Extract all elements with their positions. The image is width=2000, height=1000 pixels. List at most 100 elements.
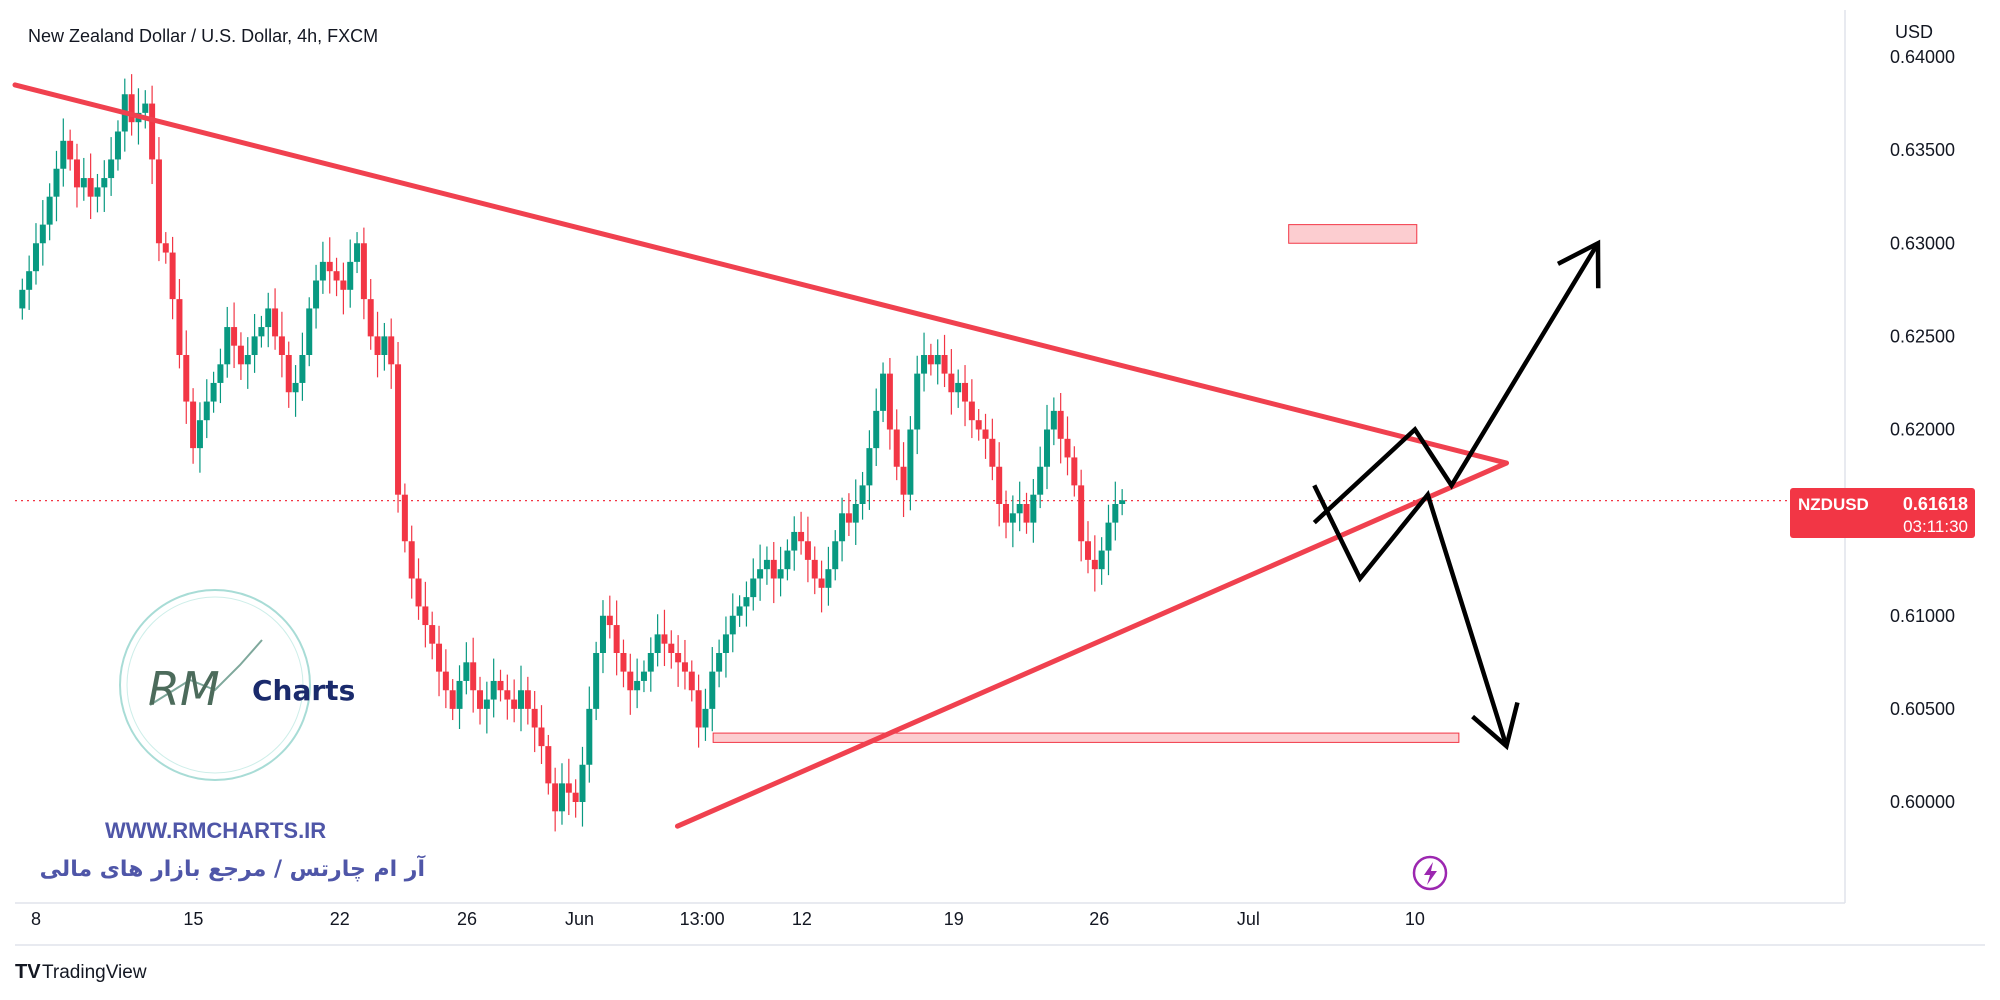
candle [114,120,121,171]
support-zone[interactable] [712,732,1460,743]
candle [1044,404,1051,490]
candle-body [1003,504,1010,523]
candles [19,74,1126,832]
candle [531,690,538,753]
time-tick-label: 15 [183,909,203,929]
candle-body [251,336,258,355]
candle-body [914,373,921,430]
tradingview-logo[interactable]: TV TradingView [15,961,147,983]
candle-body [374,336,381,355]
bearish-scenario-arrow[interactable] [1312,484,1509,747]
candle-body [839,513,846,542]
candle-body [668,643,675,653]
candle-body [934,355,941,365]
candle [1105,504,1112,576]
candle [511,679,518,723]
candle [203,379,210,439]
candle-body [26,271,33,290]
candle [470,637,477,713]
candle [695,674,702,748]
last-price-tag[interactable]: NZDUSD 0.61618 03:11:30 [1790,488,1975,538]
candle-body [593,653,600,709]
candle-body [921,355,928,374]
candle [326,237,333,294]
candle [750,558,757,611]
candle [552,767,559,832]
candle [1119,489,1126,516]
candle [784,539,791,581]
candle [545,734,552,795]
candle [675,635,682,687]
candle-body [804,541,811,560]
candle [436,625,443,697]
candle [709,647,716,732]
tradingview-mark-icon: TV [15,961,41,983]
candle [381,322,388,371]
candle [155,137,162,262]
ascending-trendline[interactable] [674,460,1509,829]
candle-body [176,299,183,355]
time-tick-label: 8 [31,909,41,929]
candle-body [401,494,408,542]
candle-body [859,485,866,504]
price-tag-symbol: NZDUSD [1798,495,1869,514]
candle-body [524,690,531,709]
candle-body [155,159,162,244]
candle-body [825,569,832,588]
candle [845,493,852,537]
bullish-scenario-arrow-arrowhead [1556,239,1601,289]
candle-body [319,261,326,281]
candle [401,483,408,553]
bullish-scenario-arrow[interactable] [1312,242,1600,525]
candle [251,314,258,373]
candle-body [285,355,292,393]
candle-body [347,261,354,290]
candle [1009,495,1016,548]
candle [914,355,921,455]
candle-body [675,653,682,663]
candle [572,779,579,818]
candle [1064,416,1071,476]
candle [681,639,688,690]
tradingview-brand-text: TradingView [42,962,147,983]
candle [927,343,934,376]
candle [757,544,764,601]
candle-body [798,531,805,542]
drawings[interactable] [12,82,1601,829]
lightning-icon[interactable] [1412,855,1448,891]
candle-body [620,653,627,672]
time-axis-ticks: 8 15 22 26 Jun 13:00 12 19 26 Jul 10 [31,909,1425,929]
candle-body [224,327,231,365]
candle-body [681,662,688,672]
candle-body [552,783,559,812]
candle-body [114,131,121,160]
candle-body [531,708,538,728]
time-tick-label: 13:00 [680,909,725,929]
time-tick-label: 22 [330,909,350,929]
candle [640,660,647,693]
candle [313,264,320,329]
price-tick-label: 0.60000 [1890,792,1955,812]
candle [1078,469,1085,562]
candle [80,157,87,201]
candle-body [490,680,497,700]
candle [606,595,613,639]
candle-body [1057,410,1064,439]
candle [586,686,593,783]
candle [162,232,169,264]
candle [634,658,641,709]
candle [128,74,135,136]
candle-body [53,168,60,197]
candle-body [907,429,914,495]
candle [278,311,285,378]
target-zone[interactable] [1288,224,1418,244]
candle-body [265,308,272,328]
candle [272,288,279,350]
candle-body [19,289,26,309]
candle [490,658,497,718]
candle [811,546,818,595]
candle-body [196,420,203,449]
candle-body [463,662,470,681]
descending-trendline[interactable] [12,82,1509,466]
